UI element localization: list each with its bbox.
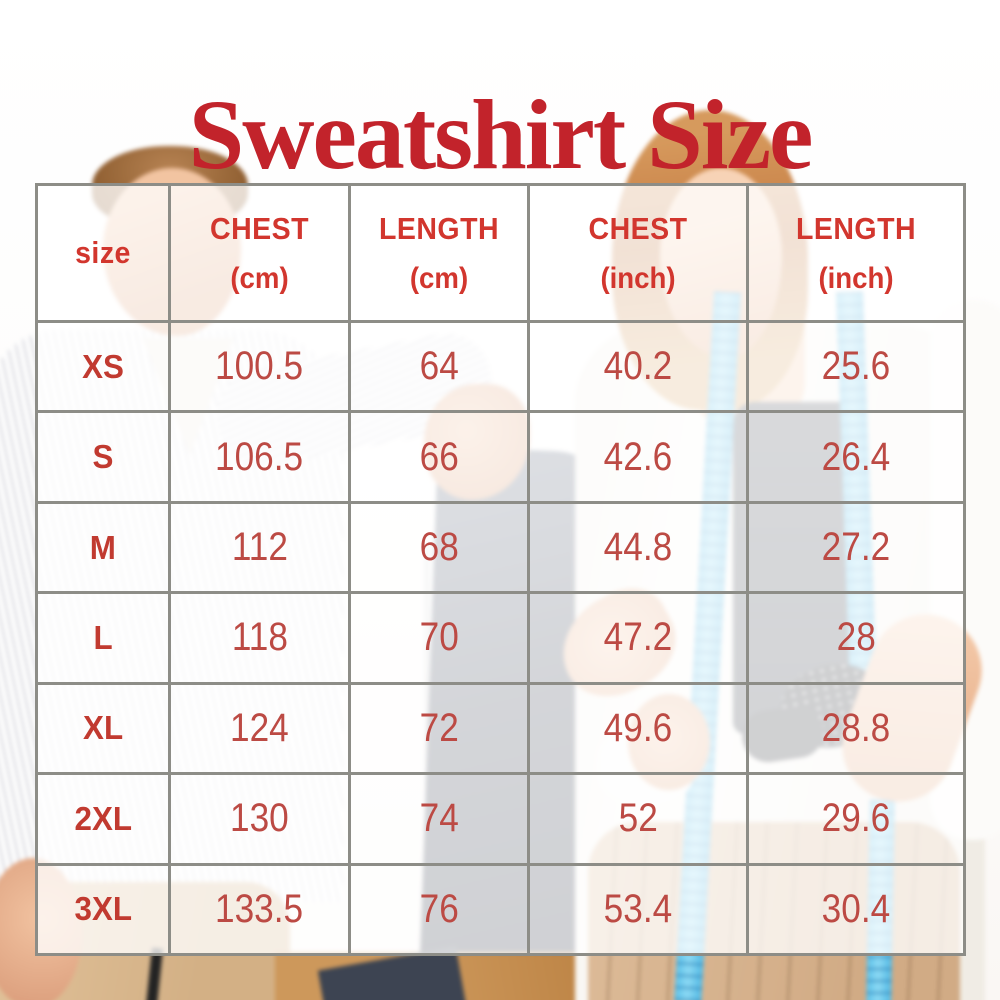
table-row-l: L 118 70 47.2 28: [35, 591, 966, 685]
size-cell: XS: [35, 319, 171, 414]
size-cell: 2XL: [35, 772, 171, 866]
col-header-chest-cm: CHEST (cm): [168, 183, 351, 323]
col-header-label: LENGTH: [378, 210, 500, 246]
col-header-label: CHEST: [210, 210, 309, 246]
table-row-2xl: 2XL 130 74 52 29.6: [35, 772, 966, 866]
size-table: size CHEST (cm) LENGTH (cm) CHEST (inch)…: [35, 183, 966, 957]
col-header-label: LENGTH: [795, 210, 917, 246]
chest-cm-cell: 106.5: [168, 410, 351, 504]
length-cm-cell: 68: [348, 500, 530, 595]
col-header-unit: (inch): [818, 261, 894, 295]
chest-cm-cell: 124: [168, 681, 351, 776]
length-cm-cell: 70: [348, 591, 530, 685]
col-header-length-cm: LENGTH (cm): [348, 183, 530, 323]
chest-cm-cell: 130: [168, 772, 351, 866]
table-row-xl: XL 124 72 49.6 28.8: [35, 681, 966, 776]
col-header-unit: (inch): [600, 261, 676, 295]
header-row: size CHEST (cm) LENGTH (cm) CHEST (inch)…: [35, 183, 966, 323]
chest-cm-cell: 133.5: [168, 862, 351, 957]
size-cell: XL: [35, 681, 171, 776]
length-inch-cell: 29.6: [746, 772, 966, 866]
length-cm-cell: 74: [348, 772, 530, 866]
chest-inch-cell: 44.8: [527, 500, 749, 595]
chest-inch-cell: 53.4: [527, 862, 749, 957]
length-inch-cell: 30.4: [746, 862, 966, 957]
length-inch-cell: 28.8: [746, 681, 966, 776]
table-row-s: S 106.5 66 42.6 26.4: [35, 410, 966, 504]
col-header-size: size: [35, 183, 171, 323]
chest-cm-cell: 112: [168, 500, 351, 595]
col-header-unit: (cm): [230, 261, 289, 295]
length-inch-cell: 26.4: [746, 410, 966, 504]
chest-inch-cell: 47.2: [527, 591, 749, 685]
table-row-xs: XS 100.5 64 40.2 25.6: [35, 319, 966, 414]
chest-inch-cell: 52: [527, 772, 749, 866]
length-cm-cell: 76: [348, 862, 530, 957]
table-row-3xl: 3XL 133.5 76 53.4 30.4: [35, 862, 966, 957]
col-header-length-inch: LENGTH (inch): [746, 183, 966, 323]
table-row-m: M 112 68 44.8 27.2: [35, 500, 966, 595]
col-header-unit: (cm): [409, 261, 469, 295]
chest-inch-cell: 49.6: [527, 681, 749, 776]
chest-cm-cell: 100.5: [168, 319, 351, 414]
length-inch-cell: 27.2: [746, 500, 966, 595]
length-cm-cell: 64: [348, 319, 530, 414]
col-header-label: size: [75, 235, 131, 270]
size-cell: M: [35, 500, 171, 595]
length-inch-cell: 28: [746, 591, 966, 685]
size-cell: L: [35, 591, 171, 685]
length-cm-cell: 72: [348, 681, 530, 776]
chest-cm-cell: 118: [168, 591, 351, 685]
page-title: Sweatshirt Size: [188, 79, 814, 190]
length-cm-cell: 66: [348, 410, 530, 504]
col-header-chest-inch: CHEST (inch): [527, 183, 749, 323]
chest-inch-cell: 42.6: [527, 410, 749, 504]
col-header-label: CHEST: [588, 210, 688, 246]
size-cell: S: [35, 410, 171, 504]
size-cell: 3XL: [35, 862, 171, 957]
chest-inch-cell: 40.2: [527, 319, 749, 414]
length-inch-cell: 25.6: [746, 319, 966, 414]
